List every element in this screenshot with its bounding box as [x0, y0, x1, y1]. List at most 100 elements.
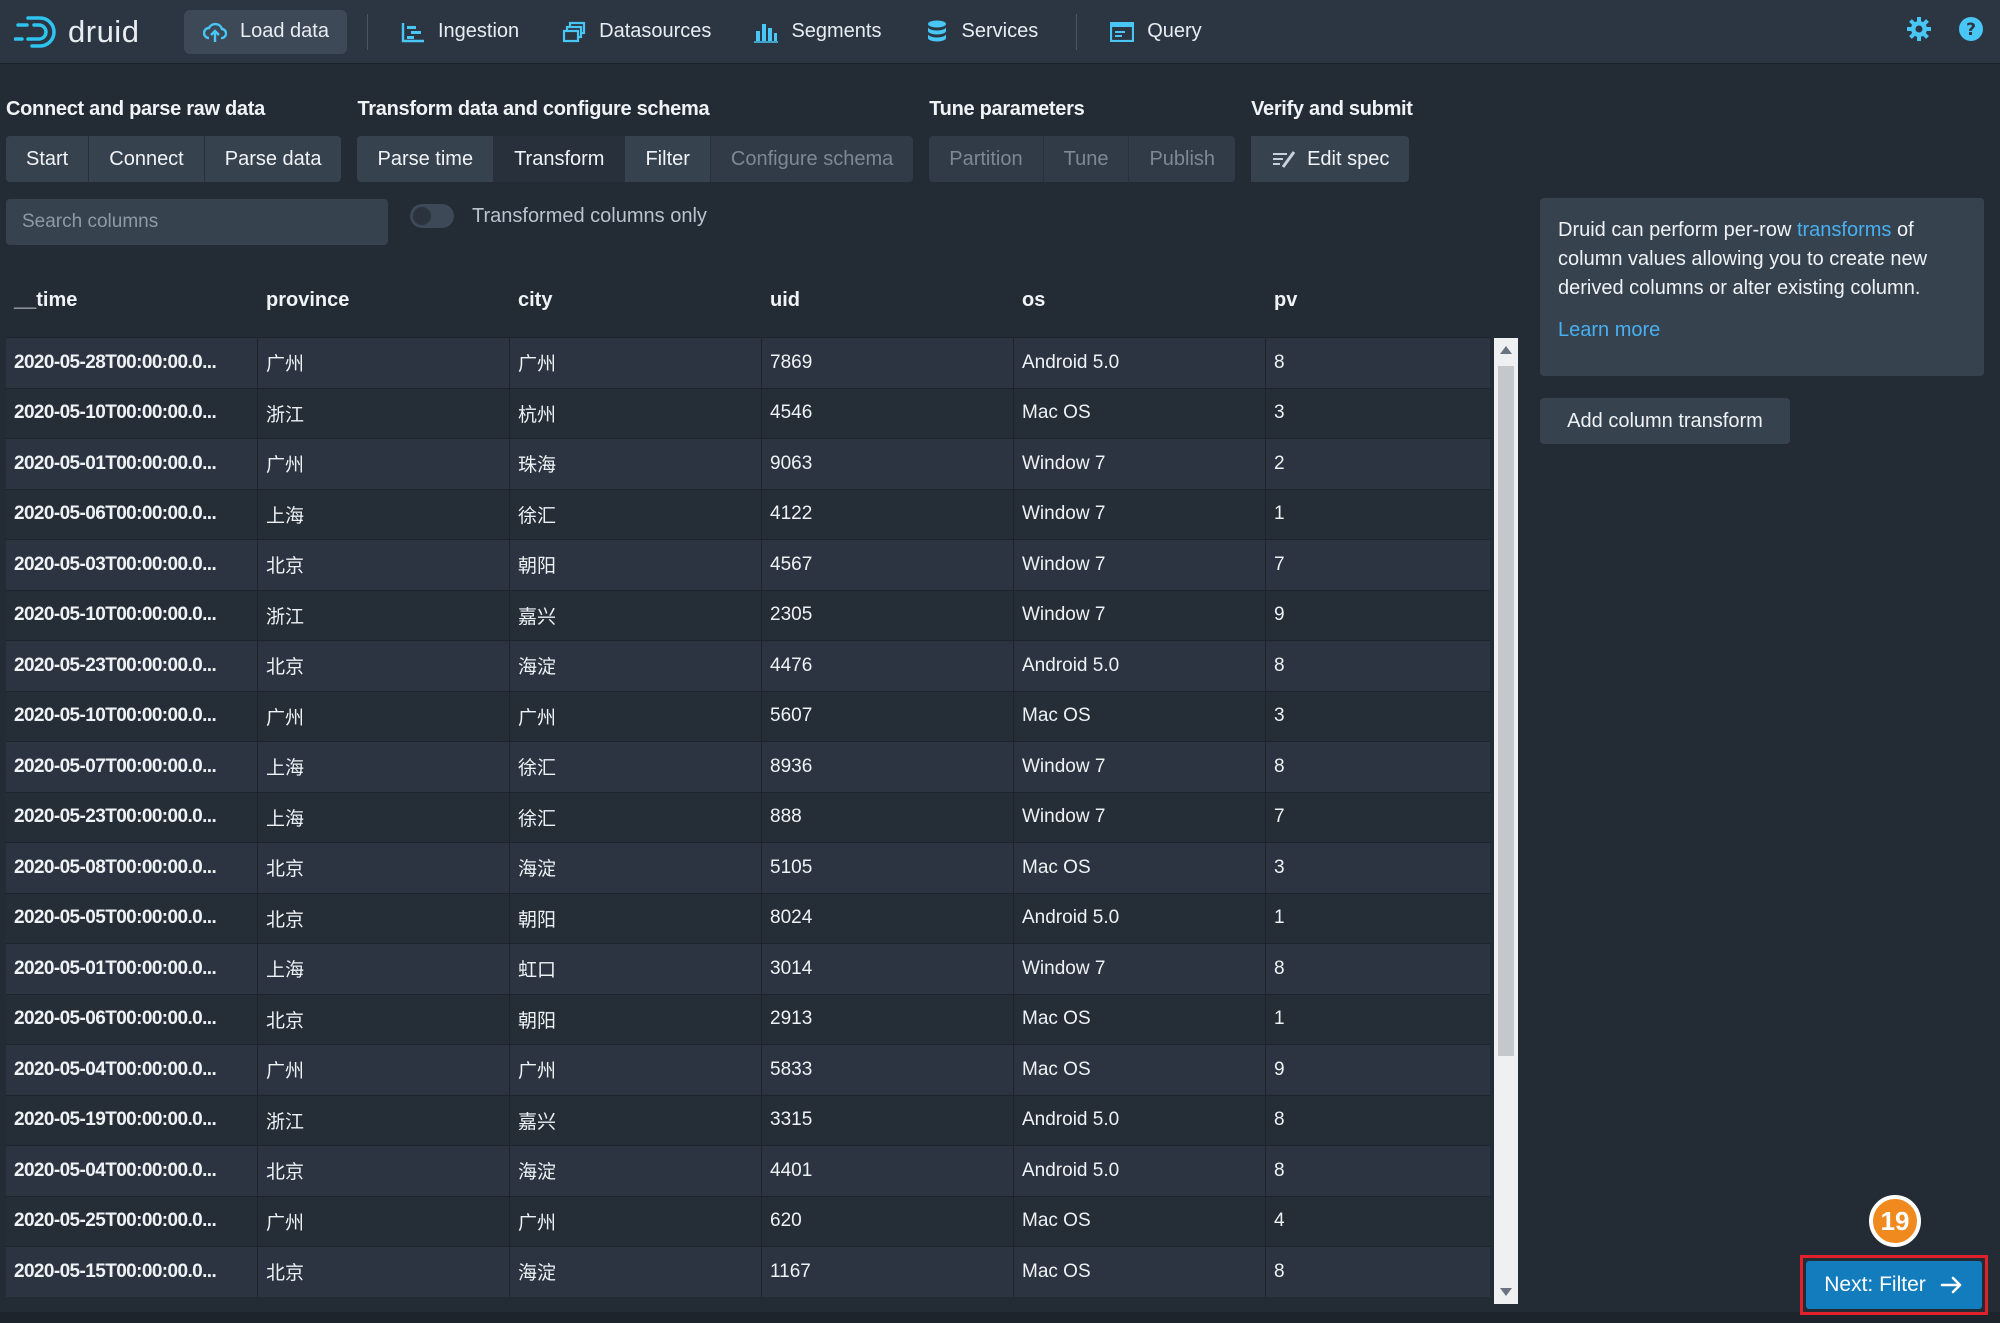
cell-pv: 3: [1274, 856, 1285, 878]
step-group-verify: Verify and submit Edit spec: [1251, 98, 1413, 182]
nav-segments[interactable]: Segments: [735, 10, 899, 54]
cell-city: 海淀: [510, 641, 762, 691]
next-filter-button[interactable]: Next: Filter: [1806, 1261, 1982, 1309]
cell-time: 2020-05-04T00:00:00.0...: [6, 1045, 258, 1095]
scroll-up-arrow-icon[interactable]: [1500, 346, 1512, 354]
arrow-right-icon: [1940, 1275, 1964, 1295]
column-header-province[interactable]: province: [266, 288, 350, 311]
column-header-pv[interactable]: pv: [1274, 288, 1298, 311]
druid-logo-icon: [14, 15, 56, 48]
cell-pv: 3: [1274, 705, 1285, 727]
nav-services[interactable]: Services: [906, 10, 1057, 54]
column-header-uid[interactable]: uid: [770, 288, 800, 311]
cell-time: 2020-05-04T00:00:00.0...: [6, 1146, 258, 1196]
table-row: 2020-05-01T00:00:00.0... 广州 珠海 9063 Window 7…: [6, 438, 1490, 489]
step-partition[interactable]: Partition: [929, 136, 1044, 182]
nav-ingestion[interactable]: Ingestion: [382, 10, 537, 54]
transforms-link[interactable]: transforms: [1796, 219, 1892, 241]
cell-os: Window 7: [1014, 439, 1266, 489]
cell-city: 嘉兴: [510, 590, 762, 640]
table-row: 2020-05-08T00:00:00.0... 北京 海淀 5105 Mac OS 3: [6, 842, 1490, 893]
cell-city: 嘉兴: [510, 1095, 762, 1145]
table-row: 2020-05-03T00:00:00.0... 北京 朝阳 4567 Window 7…: [6, 539, 1490, 590]
cell-uid: 5105: [762, 843, 1014, 893]
cell-time: 2020-05-23T00:00:00.0...: [6, 792, 258, 842]
bottom-strip: [0, 1312, 2000, 1323]
table-row: 2020-05-05T00:00:00.0... 北京 朝阳 8024 Android …: [6, 892, 1490, 943]
step-connect[interactable]: Connect: [89, 136, 205, 182]
nav-datasources[interactable]: Datasources: [543, 10, 729, 54]
step-group-tune: Tune parameters Partition Tune Publish: [929, 98, 1236, 182]
step-transform[interactable]: Transform: [494, 136, 626, 182]
learn-more-link[interactable]: Learn more: [1558, 319, 1661, 341]
add-column-transform-button[interactable]: Add column transform: [1540, 398, 1790, 444]
step-configure-schema[interactable]: Configure schema: [710, 136, 914, 182]
cell-uid: 5833: [762, 1045, 1014, 1095]
cell-time: 2020-05-08T00:00:00.0...: [6, 843, 258, 893]
cell-os: Mac OS: [1014, 1196, 1266, 1246]
nav-load-data[interactable]: Load data: [184, 9, 347, 54]
cell-pv: 1: [1274, 1008, 1285, 1030]
cell-uid: 2913: [762, 994, 1014, 1044]
cell-uid: 620: [762, 1196, 1014, 1246]
table-row: 2020-05-06T00:00:00.0... 上海 徐汇 4122 Window 7…: [6, 488, 1490, 539]
cell-uid: 9063: [762, 439, 1014, 489]
cell-pv: 8: [1274, 1159, 1285, 1181]
column-header-os[interactable]: os: [1022, 288, 1046, 311]
table-scrollbar[interactable]: [1494, 338, 1518, 1304]
scroll-down-arrow-icon[interactable]: [1500, 1288, 1512, 1296]
brand-name: druid: [68, 13, 140, 49]
cell-city: 徐汇: [510, 742, 762, 792]
cell-pv: 3: [1274, 402, 1285, 424]
cell-pv: 9: [1274, 1058, 1285, 1080]
step-parse-time[interactable]: Parse time: [357, 136, 495, 182]
table-row: 2020-05-23T00:00:00.0... 北京 海淀 4476 Android …: [6, 640, 1490, 691]
cell-uid: 5607: [762, 691, 1014, 741]
cell-province: 北京: [258, 843, 510, 893]
table-row: 2020-05-15T00:00:00.0... 北京 海淀 1167 Mac OS 8: [6, 1246, 1490, 1297]
step-tune[interactable]: Tune: [1043, 136, 1130, 182]
cell-pv: 4: [1274, 1210, 1285, 1232]
info-text: Druid can perform per-row transforms of …: [1558, 216, 1966, 303]
cell-time: 2020-05-01T00:00:00.0...: [6, 439, 258, 489]
step-start[interactable]: Start: [6, 136, 90, 182]
search-columns-input[interactable]: [6, 199, 388, 245]
nav-label: Services: [961, 20, 1039, 42]
table-row: 2020-05-10T00:00:00.0... 浙江 嘉兴 2305 Window 7…: [6, 589, 1490, 640]
transform-info-card: Druid can perform per-row transforms of …: [1540, 198, 1984, 376]
nav-divider: [1076, 13, 1078, 50]
cell-uid: 7869: [762, 338, 1014, 388]
help-icon[interactable]: ?: [1956, 14, 1986, 44]
cell-os: Android 5.0: [1014, 338, 1266, 388]
cell-uid: 8024: [762, 893, 1014, 943]
step-group-title: Verify and submit: [1251, 98, 1413, 120]
cell-city: 徐汇: [510, 792, 762, 842]
cell-time: 2020-05-15T00:00:00.0...: [6, 1247, 258, 1297]
cell-time: 2020-05-03T00:00:00.0...: [6, 540, 258, 590]
toggle-switch[interactable]: [410, 204, 454, 228]
transformed-only-switch[interactable]: Transformed columns only: [410, 204, 707, 228]
cell-time: 2020-05-25T00:00:00.0...: [6, 1196, 258, 1246]
cell-os: Window 7: [1014, 944, 1266, 994]
cell-time: 2020-05-19T00:00:00.0...: [6, 1095, 258, 1145]
cell-time: 2020-05-10T00:00:00.0...: [6, 388, 258, 438]
gear-icon[interactable]: [1904, 14, 1934, 44]
column-header-time[interactable]: __time: [14, 288, 78, 311]
cell-city: 朝阳: [510, 540, 762, 590]
cell-pv: 9: [1274, 604, 1285, 626]
step-edit-spec[interactable]: Edit spec: [1251, 136, 1410, 182]
table-row: 2020-05-19T00:00:00.0... 浙江 嘉兴 3315 Android …: [6, 1094, 1490, 1145]
cell-city: 虹口: [510, 944, 762, 994]
step-parse-data[interactable]: Parse data: [204, 136, 342, 182]
cloud-upload-icon: [202, 19, 228, 45]
table-row: 2020-05-23T00:00:00.0... 上海 徐汇 888 Window 7 7: [6, 791, 1490, 842]
cell-city: 海淀: [510, 843, 762, 893]
druid-logo[interactable]: druid: [14, 14, 184, 50]
cell-pv: 1: [1274, 907, 1285, 929]
cell-pv: 8: [1274, 1260, 1285, 1282]
nav-query[interactable]: Query: [1091, 10, 1219, 54]
step-filter[interactable]: Filter: [625, 136, 711, 182]
scrollbar-thumb[interactable]: [1498, 366, 1514, 1056]
column-header-city[interactable]: city: [518, 288, 553, 311]
step-publish[interactable]: Publish: [1129, 136, 1236, 182]
